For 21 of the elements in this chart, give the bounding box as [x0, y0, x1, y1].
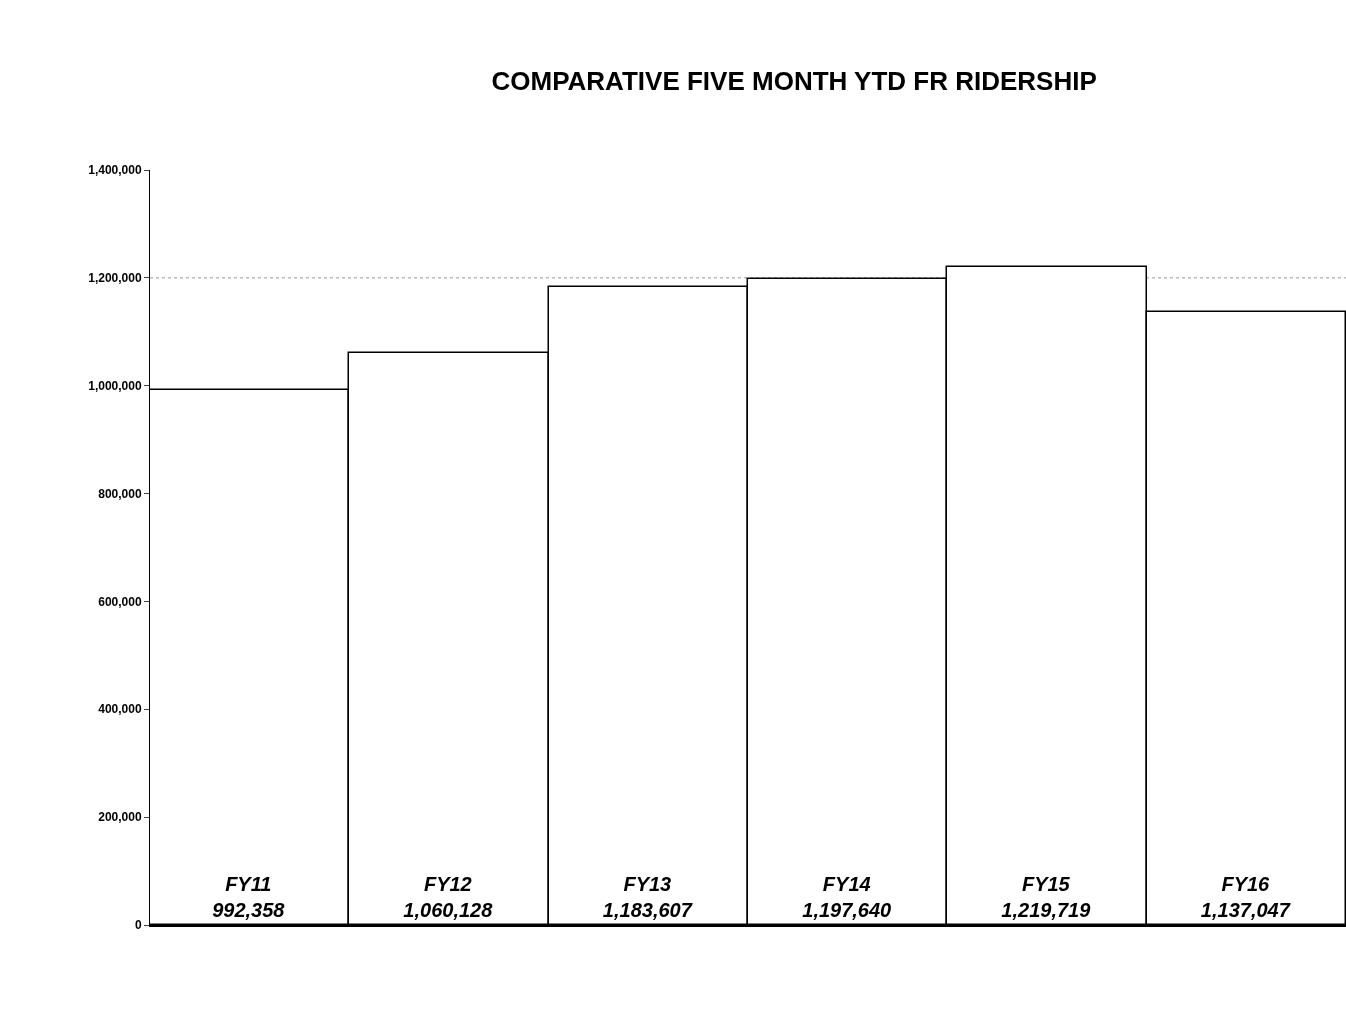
y-tick-label: 800,000 [98, 486, 142, 501]
data-label: 1,219,719 [1001, 899, 1092, 922]
y-tick-label: 1,000,000 [88, 378, 142, 393]
y-tick-label: 600,000 [98, 594, 142, 609]
y-tick-label: 200,000 [98, 810, 142, 825]
y-tick-label: 1,200,000 [88, 271, 142, 286]
x-tick-label: FY12 [423, 873, 472, 896]
data-label: 1,197,640 [802, 899, 892, 922]
data-label: 1,060,128 [403, 899, 494, 922]
y-tick-label: 400,000 [98, 702, 142, 717]
x-tick-label: FY13 [623, 873, 672, 896]
data-label: 1,183,607 [602, 899, 693, 922]
x-tick-label: FY11 [225, 873, 272, 896]
x-tick-label: FY16 [1221, 873, 1271, 896]
data-label: 1,137,047 [1200, 899, 1291, 922]
x-tick-label: FY15 [1021, 873, 1071, 896]
data-label: 992,358 [212, 899, 286, 922]
x-tick-label: FY14 [822, 873, 871, 896]
chart-title: COMPARATIVE FIVE MONTH YTD FR RIDERSHIP [491, 66, 1097, 97]
y-tick-label: 0 [134, 918, 142, 933]
y-tick-label: 1,400,000 [88, 163, 142, 178]
